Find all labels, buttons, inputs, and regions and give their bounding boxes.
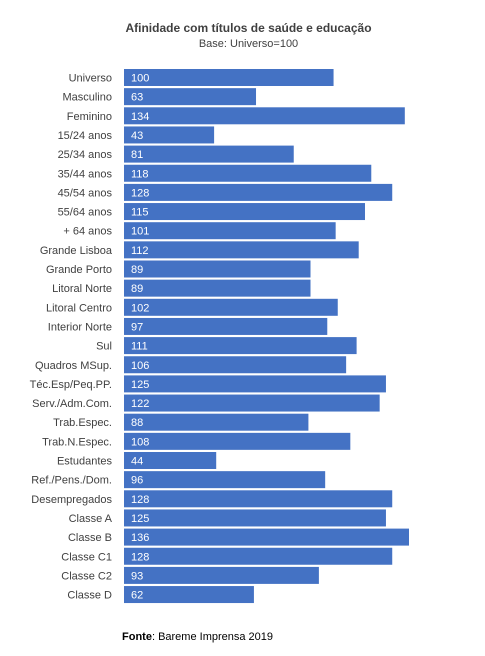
category-label: Litoral Centro bbox=[46, 302, 112, 314]
bar bbox=[124, 298, 338, 316]
category-label: Litoral Norte bbox=[52, 283, 112, 295]
category-label: Grande Lisboa bbox=[40, 245, 113, 257]
bar bbox=[124, 586, 254, 604]
data-label: 128 bbox=[131, 494, 149, 506]
data-label: 118 bbox=[131, 168, 149, 180]
category-label: Téc.Esp/Peq.PP. bbox=[30, 379, 112, 391]
data-label: 81 bbox=[131, 149, 143, 161]
bar bbox=[124, 490, 393, 508]
data-label: 101 bbox=[131, 226, 149, 238]
source-text: : Bareme Imprensa 2019 bbox=[151, 631, 274, 643]
data-label: 136 bbox=[131, 532, 149, 544]
data-label: 89 bbox=[131, 283, 143, 295]
bar bbox=[124, 183, 393, 201]
data-label: 93 bbox=[131, 570, 143, 582]
bar bbox=[124, 107, 405, 125]
data-label: 125 bbox=[131, 379, 149, 391]
bar bbox=[124, 69, 334, 86]
category-label: Estudantes bbox=[57, 456, 113, 468]
data-label: 111 bbox=[131, 341, 148, 353]
bar bbox=[124, 509, 386, 527]
bar bbox=[124, 356, 347, 374]
source-label: Fonte bbox=[122, 631, 152, 643]
data-label: 97 bbox=[131, 321, 143, 333]
bar bbox=[124, 337, 357, 355]
bar bbox=[124, 126, 215, 144]
category-label: Trab.Espec. bbox=[53, 417, 112, 429]
bar bbox=[124, 528, 409, 546]
data-label: 112 bbox=[131, 245, 149, 257]
source-note: Fonte: Bareme Imprensa 2019 bbox=[122, 631, 273, 643]
category-label: Interior Norte bbox=[48, 321, 112, 333]
bar bbox=[124, 471, 326, 489]
data-label: 134 bbox=[131, 111, 149, 123]
category-label: 35/44 anos bbox=[58, 168, 113, 180]
data-label: 63 bbox=[131, 92, 143, 104]
bar bbox=[124, 432, 351, 450]
data-label: 128 bbox=[131, 551, 149, 563]
category-label: Classe D bbox=[67, 590, 112, 602]
category-label: Sul bbox=[96, 341, 112, 353]
category-label: 55/64 anos bbox=[58, 207, 113, 219]
category-label: Classe C1 bbox=[61, 551, 112, 563]
category-label: Desempregados bbox=[31, 494, 112, 506]
bar bbox=[124, 279, 311, 297]
category-label: Serv./Adm.Com. bbox=[32, 398, 112, 410]
bar bbox=[124, 203, 365, 221]
data-label: 89 bbox=[131, 264, 143, 276]
bar bbox=[124, 260, 311, 278]
chart-subtitle: Base: Universo=100 bbox=[198, 38, 299, 50]
data-label: 44 bbox=[131, 456, 143, 468]
data-label: 122 bbox=[131, 398, 149, 410]
category-label: Trab.N.Espec. bbox=[42, 436, 112, 448]
category-label: 25/34 anos bbox=[58, 149, 113, 161]
data-label: 62 bbox=[131, 590, 143, 602]
data-label: 125 bbox=[131, 513, 149, 525]
category-label: Feminino bbox=[67, 111, 112, 123]
category-label: 45/54 anos bbox=[58, 187, 113, 199]
bar bbox=[124, 88, 257, 106]
data-label: 43 bbox=[131, 130, 143, 142]
category-label: Grande Porto bbox=[46, 264, 112, 276]
data-label: 102 bbox=[131, 302, 149, 314]
data-label: 100 bbox=[131, 73, 149, 85]
chart-title: Afinidade com títulos de saúde e educaçã… bbox=[125, 21, 372, 35]
data-label: 108 bbox=[131, 436, 149, 448]
data-label: 115 bbox=[131, 207, 149, 219]
category-label: Ref./Pens./Dom. bbox=[31, 475, 112, 487]
bar bbox=[124, 222, 336, 240]
bar bbox=[124, 145, 294, 163]
bar bbox=[124, 452, 217, 469]
data-label: 106 bbox=[131, 360, 149, 372]
category-label: + 64 anos bbox=[63, 226, 112, 238]
category-label: Universo bbox=[69, 73, 112, 85]
bar bbox=[124, 375, 386, 393]
bar bbox=[124, 413, 309, 431]
bar bbox=[124, 394, 380, 412]
category-label: Classe C2 bbox=[61, 570, 112, 582]
bar bbox=[124, 547, 393, 565]
category-label: Classe A bbox=[69, 513, 113, 525]
data-label: 128 bbox=[131, 187, 149, 199]
data-label: 88 bbox=[131, 417, 143, 429]
category-label: Quadros MSup. bbox=[35, 360, 112, 372]
bar bbox=[124, 164, 372, 182]
bar bbox=[124, 241, 359, 259]
data-label: 96 bbox=[131, 475, 143, 487]
category-label: Masculino bbox=[62, 92, 112, 104]
bar bbox=[124, 566, 319, 584]
category-label: 15/24 anos bbox=[58, 130, 113, 142]
bar bbox=[124, 317, 328, 335]
category-label: Classe B bbox=[68, 532, 112, 544]
